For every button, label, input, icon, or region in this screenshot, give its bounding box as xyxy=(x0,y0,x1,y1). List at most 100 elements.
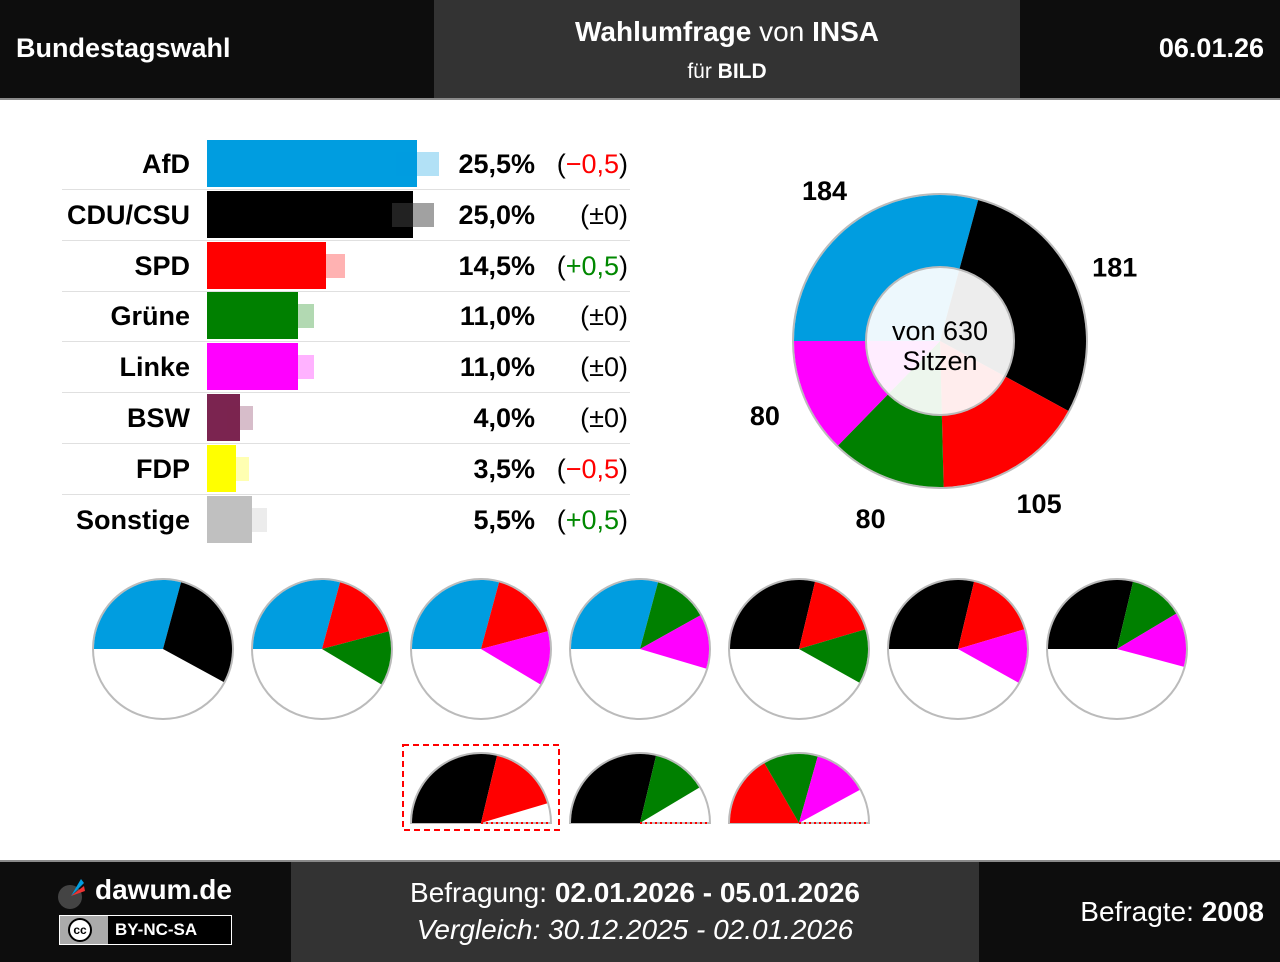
party-bar xyxy=(207,140,418,187)
footer-dates: Befragung: 02.01.2026 - 05.01.2026 Vergl… xyxy=(291,862,979,962)
party-bar xyxy=(207,190,413,238)
donut-center xyxy=(865,266,1015,416)
coalition-slice xyxy=(640,582,701,649)
coalition-slice xyxy=(730,580,816,649)
party-label: Sonstige xyxy=(75,504,190,535)
brand-name[interactable]: dawum.de xyxy=(95,874,232,905)
party-change: (+0,5) xyxy=(556,504,628,535)
poll-title: Wahlumfrage von INSA xyxy=(575,16,879,47)
poll-date: 06.01.26 xyxy=(1158,33,1264,63)
donut-center-text: von 630 xyxy=(892,316,988,346)
party-row: AfD 25,5% (−0,5) xyxy=(62,139,630,190)
error-margin xyxy=(391,202,435,227)
party-percent: 4,0% xyxy=(473,403,535,433)
party-change: (−0,5) xyxy=(556,149,628,179)
error-margin xyxy=(395,152,439,176)
party-row: FDP 3,5% (−0,5) xyxy=(62,444,630,495)
seat-label: 80 xyxy=(856,504,886,534)
coalition-slice xyxy=(94,580,182,649)
survey-period: Befragung: 02.01.2026 - 05.01.2026 xyxy=(410,877,860,908)
coalition-slice xyxy=(322,631,391,685)
coalition-slice xyxy=(764,754,818,823)
coalition-slice xyxy=(799,581,866,649)
dawum-logo-icon xyxy=(58,879,85,909)
footer-left: dawum.de cc BY-NC-SA xyxy=(0,862,291,962)
error-margin xyxy=(281,304,315,329)
party-row: Sonstige 5,5% (+0,5) xyxy=(62,495,630,545)
party-percent: 3,5% xyxy=(473,453,535,484)
party-bar xyxy=(207,394,240,441)
party-label: CDU/CSU xyxy=(66,199,190,230)
coalition-slice xyxy=(1117,581,1177,649)
coalition-slice xyxy=(799,629,869,683)
coalition-slice xyxy=(730,763,799,823)
poll-client: für BILD xyxy=(687,60,767,83)
coalition-slice xyxy=(412,754,498,823)
coalition-slice xyxy=(163,582,232,682)
party-bar xyxy=(207,241,327,289)
coalition-slice xyxy=(481,631,550,685)
footer-respondents: Befragte: 2008 xyxy=(979,862,1280,962)
coalition-slice xyxy=(571,754,657,823)
election-title: Bundestagswahl xyxy=(16,33,231,63)
license-badge[interactable]: cc BY-NC-SA xyxy=(59,915,232,945)
party-row: Grüne 11,0% (±0) xyxy=(62,291,630,343)
error-margin xyxy=(237,507,268,532)
party-change: (+0,5) xyxy=(556,250,628,281)
coalition-slice xyxy=(889,580,975,649)
party-change: (−0,5) xyxy=(556,453,628,484)
cc-icon: cc xyxy=(68,918,92,942)
header-right: 06.01.26 xyxy=(1020,0,1280,98)
party-percent: 11,0% xyxy=(459,352,535,383)
footer: dawum.de cc BY-NC-SA Befragung: 02.01.20… xyxy=(0,860,1280,962)
coalition-slice xyxy=(640,615,709,669)
seat-label: 80 xyxy=(750,401,780,431)
party-percent: 5,5% xyxy=(473,504,535,535)
seat-label: 184 xyxy=(802,176,847,206)
error-margin xyxy=(281,355,315,380)
comparison-period: Vergleich: 30.12.2025 - 02.01.2026 xyxy=(416,914,854,945)
error-margin xyxy=(308,253,345,278)
donut-center-text: Sitzen xyxy=(902,346,977,376)
party-percent: 25,0% xyxy=(458,199,535,230)
party-label: Linke xyxy=(119,352,190,383)
party-change: (±0) xyxy=(580,301,628,332)
party-percent: 14,5% xyxy=(458,250,535,281)
seat-label: 105 xyxy=(1017,489,1062,519)
error-margin xyxy=(222,456,249,481)
coalition-slice xyxy=(799,756,860,823)
coalition-slice xyxy=(1048,580,1134,649)
party-percent: 11,0% xyxy=(459,301,535,332)
party-bar xyxy=(207,444,236,492)
party-change: (±0) xyxy=(580,352,628,383)
coalition-slice xyxy=(412,580,500,649)
coalition-slice xyxy=(481,582,548,649)
header: Bundestagswahl Wahlumfrage von INSA für … xyxy=(0,0,1280,100)
donut-outline xyxy=(792,193,1088,489)
coalition-slice xyxy=(1117,613,1186,667)
party-percent: 25,5% xyxy=(458,149,535,179)
seat-label: 181 xyxy=(1092,252,1137,282)
coalition-slice xyxy=(322,582,389,649)
coalition-slice xyxy=(481,755,548,823)
party-label: BSW xyxy=(127,403,190,433)
party-bar xyxy=(207,495,253,543)
party-label: SPD xyxy=(134,250,190,281)
party-bar xyxy=(207,343,298,391)
party-label: FDP xyxy=(136,453,190,484)
coalition-slice xyxy=(253,580,341,649)
header-left: Bundestagswahl xyxy=(0,0,434,98)
error-margin xyxy=(226,406,254,430)
party-row: SPD 14,5% (+0,5) xyxy=(62,241,630,292)
coalition-slice xyxy=(958,581,1025,649)
respondents: Befragte: 2008 xyxy=(1080,896,1264,927)
party-change: (±0) xyxy=(580,403,628,433)
coalition-slice xyxy=(958,629,1027,683)
party-label: AfD xyxy=(142,149,190,179)
header-center: Wahlumfrage von INSA für BILD xyxy=(434,0,1020,98)
party-row: Linke 11,0% (±0) xyxy=(62,342,630,394)
coalition-slice xyxy=(640,755,700,823)
party-bar xyxy=(207,292,298,340)
party-change: (±0) xyxy=(580,199,628,230)
